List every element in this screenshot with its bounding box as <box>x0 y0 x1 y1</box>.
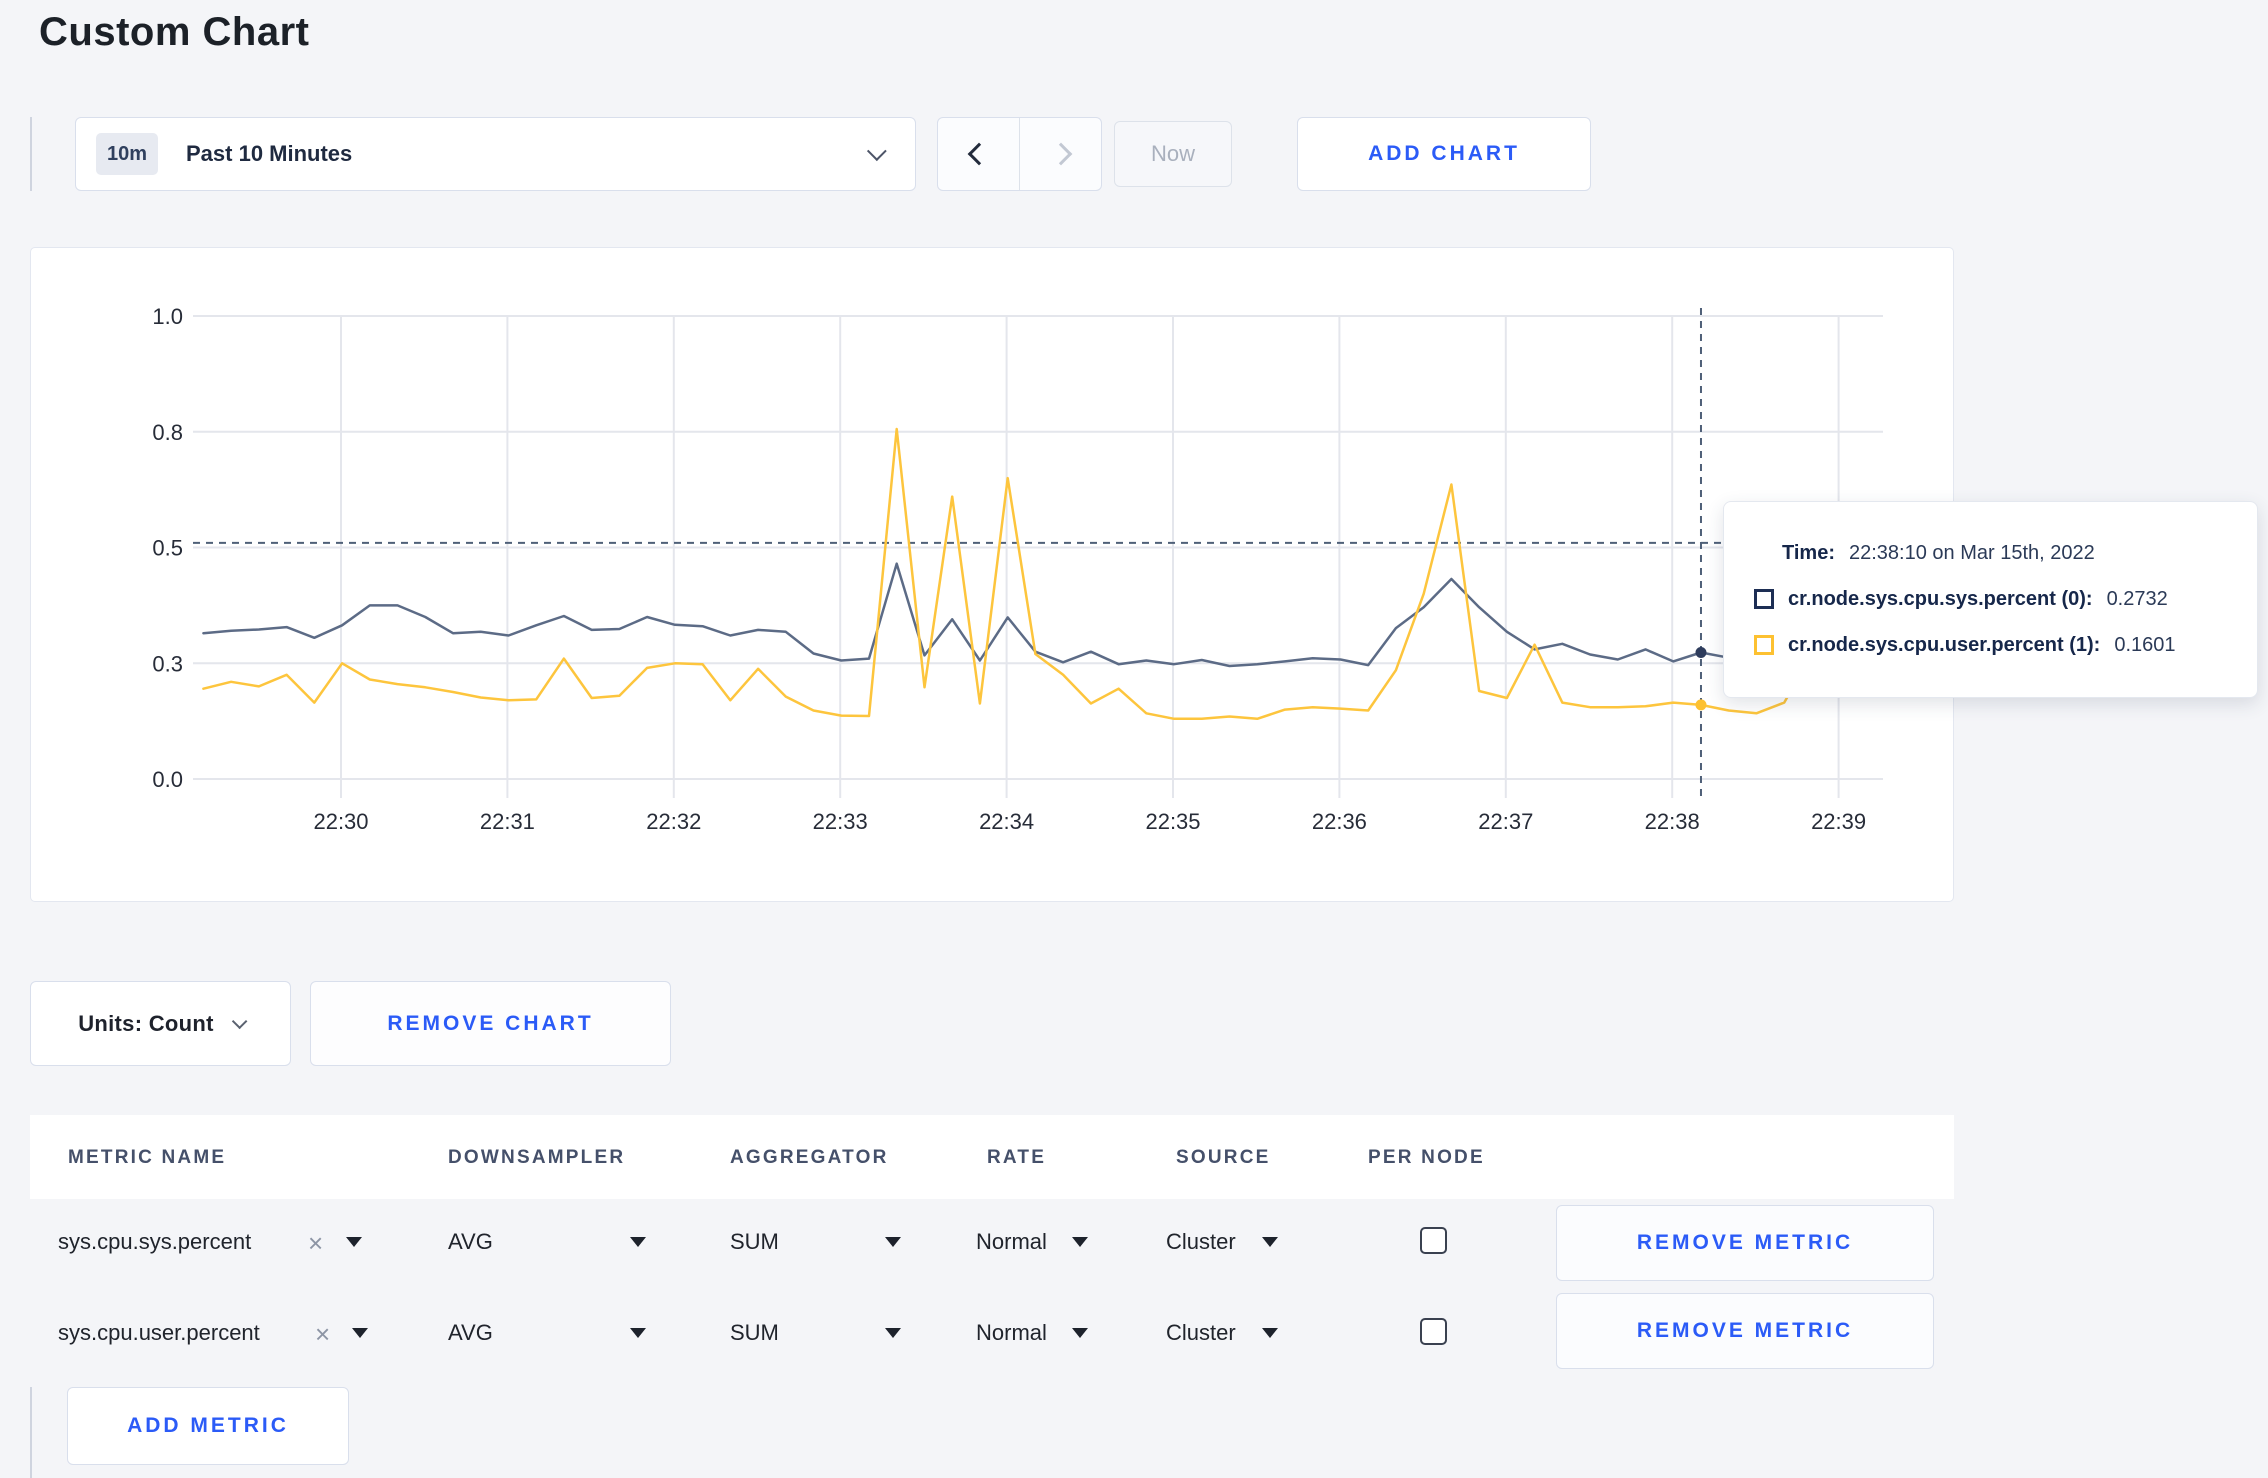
remove-metric-button[interactable]: REMOVE METRIC <box>1556 1293 1934 1369</box>
units-dropdown[interactable]: Units: Count <box>30 981 291 1066</box>
series-line-cr.node.sys.cpu.sys.percent <box>202 562 1841 668</box>
rate-caret-icon[interactable] <box>1072 1237 1088 1247</box>
now-button[interactable]: Now <box>1114 121 1232 187</box>
col-header-rate: RATE <box>987 1147 1047 1168</box>
time-range-dropdown[interactable]: 10m Past 10 Minutes <box>75 117 916 191</box>
toolbar-left-divider <box>30 117 32 191</box>
chevron-down-icon <box>231 1013 248 1030</box>
hover-point-dot <box>1695 699 1707 711</box>
time-nav-group <box>937 117 1102 191</box>
x-axis-tick-label: 22:39 <box>1811 809 1866 834</box>
col-header-downsampler: DOWNSAMPLER <box>448 1147 626 1168</box>
clear-metric-icon[interactable]: × <box>315 1319 331 1349</box>
footer-left-divider <box>30 1387 32 1478</box>
per-node-checkbox[interactable] <box>1420 1227 1447 1254</box>
tooltip-series-sys-label: cr.node.sys.cpu.sys.percent (0): <box>1788 587 2093 610</box>
series-line-cr.node.sys.cpu.user.percent <box>202 427 1841 721</box>
chart-tooltip: Time: 22:38:10 on Mar 15th, 2022 cr.node… <box>1723 501 2258 698</box>
remove-metric-button[interactable]: REMOVE METRIC <box>1556 1205 1934 1281</box>
x-axis-tick-label: 22:37 <box>1478 809 1533 834</box>
tooltip-series-sys-value: 0.2732 <box>2106 587 2168 610</box>
downsampler-select[interactable]: AVG <box>448 1320 493 1345</box>
chart-card: 0.0 0.3 0.5 0.8 1.0 22:30 22:31 22:32 22:33 22:34… <box>30 247 1954 902</box>
source-select[interactable]: Cluster <box>1166 1320 1236 1345</box>
x-axis-tick-label: 22:30 <box>313 809 368 834</box>
x-axis-tick-label: 22:38 <box>1645 809 1700 834</box>
time-range-badge: 10m <box>96 133 158 175</box>
col-header-per-node: PER NODE <box>1368 1147 1485 1168</box>
units-label: Units: Count <box>78 1010 214 1036</box>
y-axis-tick-label: 0.8 <box>152 420 183 445</box>
prev-time-button[interactable] <box>938 118 1019 190</box>
rate-select[interactable]: Normal <box>976 1320 1047 1345</box>
tooltip-series-user-label: cr.node.sys.cpu.user.percent (1): <box>1788 633 2101 656</box>
hover-point-dot <box>1695 647 1707 659</box>
series-user-swatch-icon <box>1754 635 1774 655</box>
metric-dropdown-caret-icon[interactable] <box>346 1237 362 1247</box>
rate-caret-icon[interactable] <box>1072 1328 1088 1338</box>
downsampler-select[interactable]: AVG <box>448 1229 493 1254</box>
source-select[interactable]: Cluster <box>1166 1229 1236 1254</box>
clear-metric-icon[interactable]: × <box>308 1228 324 1258</box>
metric-dropdown-caret-icon[interactable] <box>352 1328 368 1338</box>
aggregator-caret-icon[interactable] <box>885 1328 901 1338</box>
metrics-table-header: METRIC NAME DOWNSAMPLER AGGREGATOR RATE … <box>30 1115 1954 1199</box>
chevron-down-icon <box>866 141 887 162</box>
col-header-source: SOURCE <box>1176 1147 1271 1168</box>
x-axis-tick-label: 22:34 <box>979 809 1034 834</box>
x-axis-tick-label: 22:32 <box>646 809 701 834</box>
y-axis-tick-label: 0.3 <box>152 651 183 676</box>
remove-chart-button[interactable]: REMOVE CHART <box>310 981 671 1066</box>
metric-name-value[interactable]: sys.cpu.user.percent <box>58 1320 260 1345</box>
tooltip-time-label: Time: <box>1782 541 1835 564</box>
source-caret-icon[interactable] <box>1262 1237 1278 1247</box>
downsampler-caret-icon[interactable] <box>630 1237 646 1247</box>
per-node-checkbox[interactable] <box>1420 1318 1447 1345</box>
y-axis-tick-label: 0.5 <box>152 536 183 561</box>
add-chart-button[interactable]: ADD CHART <box>1297 117 1591 191</box>
tooltip-series-user-value: 0.1601 <box>2114 633 2176 656</box>
metric-name-value[interactable]: sys.cpu.sys.percent <box>58 1229 252 1254</box>
col-header-aggregator: AGGREGATOR <box>730 1147 889 1168</box>
page-title: Custom Chart <box>39 10 310 54</box>
aggregator-select[interactable]: SUM <box>730 1229 779 1254</box>
tooltip-time-value: 22:38:10 on Mar 15th, 2022 <box>1848 541 2095 564</box>
col-header-metric-name: METRIC NAME <box>68 1147 227 1168</box>
downsampler-caret-icon[interactable] <box>630 1328 646 1338</box>
x-axis-tick-label: 22:36 <box>1312 809 1367 834</box>
aggregator-caret-icon[interactable] <box>885 1237 901 1247</box>
x-axis-tick-label: 22:31 <box>480 809 535 834</box>
chevron-right-icon <box>1049 142 1072 166</box>
time-range-label: Past 10 Minutes <box>186 141 353 166</box>
aggregator-select[interactable]: SUM <box>730 1320 779 1345</box>
chevron-left-icon <box>967 142 990 166</box>
x-axis-tick-label: 22:33 <box>813 809 868 834</box>
add-metric-button[interactable]: ADD METRIC <box>67 1387 349 1465</box>
rate-select[interactable]: Normal <box>976 1229 1047 1254</box>
source-caret-icon[interactable] <box>1262 1328 1278 1338</box>
x-axis-tick-label: 22:35 <box>1145 809 1200 834</box>
series-sys-swatch-icon <box>1754 589 1774 609</box>
chart-canvas[interactable]: 0.0 0.3 0.5 0.8 1.0 22:30 22:31 22:32 22:33 22:34… <box>31 248 1955 903</box>
y-axis-tick-label: 0.0 <box>152 767 183 792</box>
next-time-button[interactable] <box>1019 118 1101 190</box>
y-axis-tick-label: 1.0 <box>152 304 183 329</box>
